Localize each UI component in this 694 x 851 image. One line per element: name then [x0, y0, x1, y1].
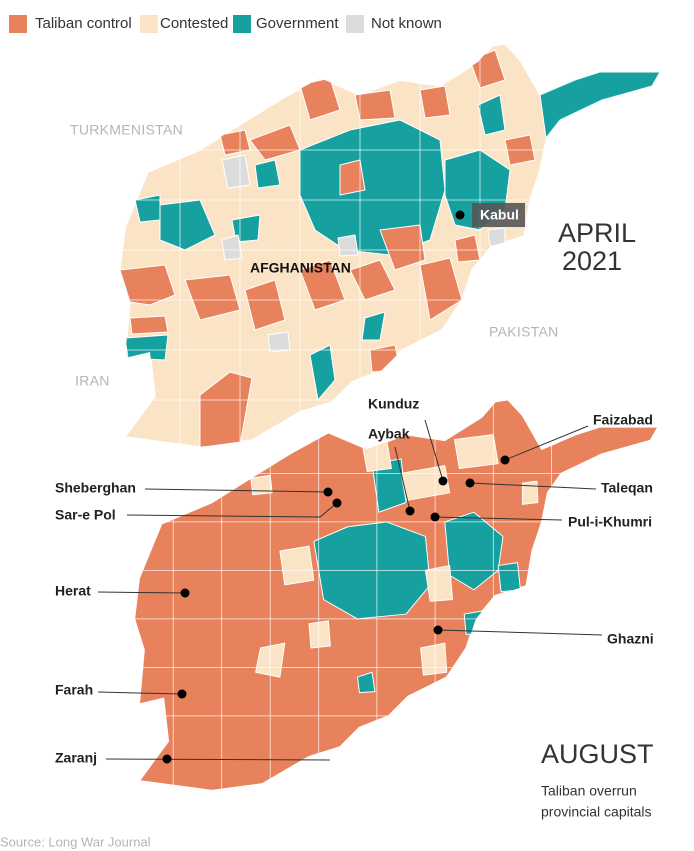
country-label: TURKMENISTAN	[70, 122, 183, 138]
legend-label: Government	[256, 15, 339, 32]
city-label: Herat	[55, 583, 91, 599]
legend-label: Not known	[371, 15, 442, 32]
city-label: Kabul	[480, 207, 519, 223]
map-title: AUGUST	[541, 739, 654, 769]
city-label: Farah	[55, 682, 93, 698]
city-label: Ghazni	[607, 631, 654, 647]
districts	[120, 49, 660, 447]
leader-line	[105, 758, 331, 761]
city-dot	[430, 512, 440, 522]
city-label: Faizabad	[593, 412, 653, 428]
city-dot	[180, 588, 190, 598]
leader-line	[144, 488, 329, 493]
legend-swatch	[346, 15, 364, 33]
leader-line	[424, 419, 444, 482]
country-label: AFGHANISTAN	[250, 260, 351, 276]
leader-line	[97, 691, 183, 695]
city-label: Zaranj	[55, 750, 97, 766]
city-label: Sheberghan	[55, 480, 136, 496]
kabul-box	[472, 203, 525, 227]
city-dot	[177, 689, 187, 699]
april-map: TURKMENISTAN AFGHANISTAN PAKISTAN IRAN K…	[70, 43, 661, 448]
leader-line	[126, 502, 338, 518]
city-label: Aybak	[368, 426, 410, 442]
map-title: 2021	[562, 246, 622, 276]
legend: Taliban control Contested Government Not…	[9, 15, 442, 33]
leader-line	[504, 425, 589, 461]
city-dot	[405, 506, 415, 516]
source-note: Source: Long War Journal	[0, 834, 151, 849]
city-dot	[323, 487, 333, 497]
city-dot	[500, 455, 510, 465]
legend-label: Taliban control	[35, 15, 132, 32]
legend-swatch	[140, 15, 158, 33]
city-dot	[332, 498, 342, 508]
leader-line	[469, 482, 597, 490]
leader-line	[394, 446, 411, 512]
legend-swatch	[9, 15, 27, 33]
august-map	[133, 398, 659, 792]
leader-line	[434, 516, 563, 521]
city-dot	[162, 754, 172, 764]
city-dot	[438, 476, 448, 486]
city-label: Taleqan	[601, 480, 653, 496]
map-title: APRIL	[558, 218, 636, 248]
country-label: IRAN	[75, 373, 110, 389]
city-label: Sar-e Pol	[55, 507, 116, 523]
map-subtitle: Taliban overrun	[541, 783, 637, 799]
capitals: Kunduz Faizabad Aybak Sheberghan Taleqan…	[55, 396, 654, 766]
city-dot	[433, 625, 443, 635]
map-subtitle: provincial capitals	[541, 804, 652, 820]
leader-line	[97, 591, 186, 594]
city-label: Kunduz	[368, 396, 419, 412]
country-label: PAKISTAN	[489, 324, 559, 340]
legend-label: Contested	[160, 15, 228, 32]
city-label: Pul-i-Khumri	[568, 514, 652, 530]
legend-swatch	[233, 15, 251, 33]
city-dot	[455, 210, 465, 220]
leader-line	[437, 629, 603, 636]
city-dot	[465, 478, 475, 488]
